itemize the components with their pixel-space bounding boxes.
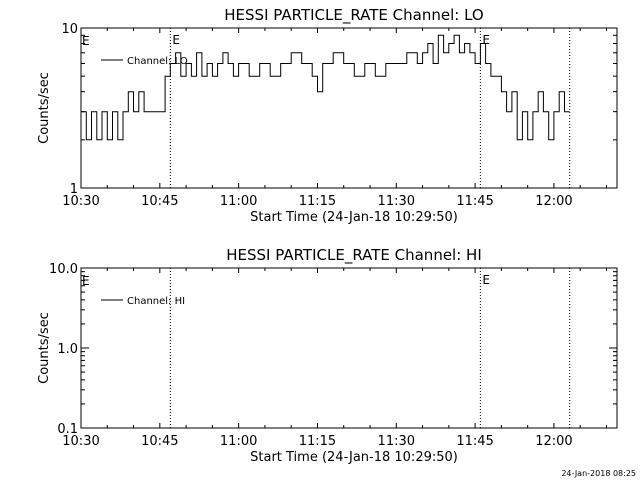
chart-2-x-tick-label: 10:30 — [62, 434, 99, 449]
chart-1-x-tick-label: 10:45 — [141, 194, 178, 209]
chart-1-x-tick-label: 11:45 — [456, 194, 493, 209]
chart-1-x-tick-label: 12:00 — [535, 194, 572, 209]
chart-1-x-tick-label: 10:30 — [62, 194, 99, 209]
chart-2-x-tick-label: 11:30 — [378, 434, 415, 449]
footer-timestamp: 24-Jan-2018 08:25 — [561, 469, 636, 478]
chart-2-x-tick-label: 11:15 — [299, 434, 336, 449]
chart-1-x-tick-label: 11:00 — [220, 194, 257, 209]
chart-1-x-tick-label: 11:15 — [299, 194, 336, 209]
chart-1-y-axis-label: Counts/sec — [37, 72, 52, 144]
chart-2-legend-label: Channel: HI — [127, 296, 185, 307]
chart-1-event-marker-label-start: E — [82, 34, 90, 48]
chart-2-title: HESSI PARTICLE_RATE Channel: HI — [226, 246, 482, 265]
chart-1-y-tick-label: 1 — [70, 182, 78, 197]
chart-2-x-tick-label: 12:00 — [535, 434, 572, 449]
chart-2-x-axis-label: Start Time (24-Jan-18 10:29:50) — [250, 450, 458, 465]
chart-2-y-axis-label: Counts/sec — [37, 312, 52, 384]
chart-1-x-tick-label: 11:30 — [378, 194, 415, 209]
chart-2-event-marker-label: E — [482, 273, 490, 287]
chart-1-event-marker-label: E — [172, 33, 180, 47]
chart-1-y-tick-label: 10 — [61, 22, 78, 37]
chart-1-plot-frame — [80, 27, 618, 189]
chart-2-y-tick-label: 0.1 — [57, 422, 78, 437]
chart-2-y-tick-label: 10.0 — [49, 262, 78, 277]
chart-2-x-tick-label: 11:00 — [220, 434, 257, 449]
chart-2: HESSI PARTICLE_RATE Channel: HI 10:30 10:4… — [37, 246, 618, 465]
chart-2-event-marker-label-start: E — [82, 274, 90, 288]
chart-2-x-tick-label: 11:45 — [456, 434, 493, 449]
chart-2-y-tick-label: 1.0 — [57, 342, 78, 357]
chart-1-title: HESSI PARTICLE_RATE Channel: LO — [224, 6, 483, 25]
chart-1-event-marker-label: E — [482, 33, 490, 47]
chart-1-x-axis-label: Start Time (24-Jan-18 10:29:50) — [250, 210, 458, 225]
chart-1-legend-label: Channel: LO — [127, 56, 188, 67]
chart-2-x-tick-label: 10:45 — [141, 434, 178, 449]
chart-1-series-line — [81, 34, 570, 141]
chart-1: HESSI PARTICLE_RATE Channel: LO 10:30 10:4… — [37, 6, 618, 225]
